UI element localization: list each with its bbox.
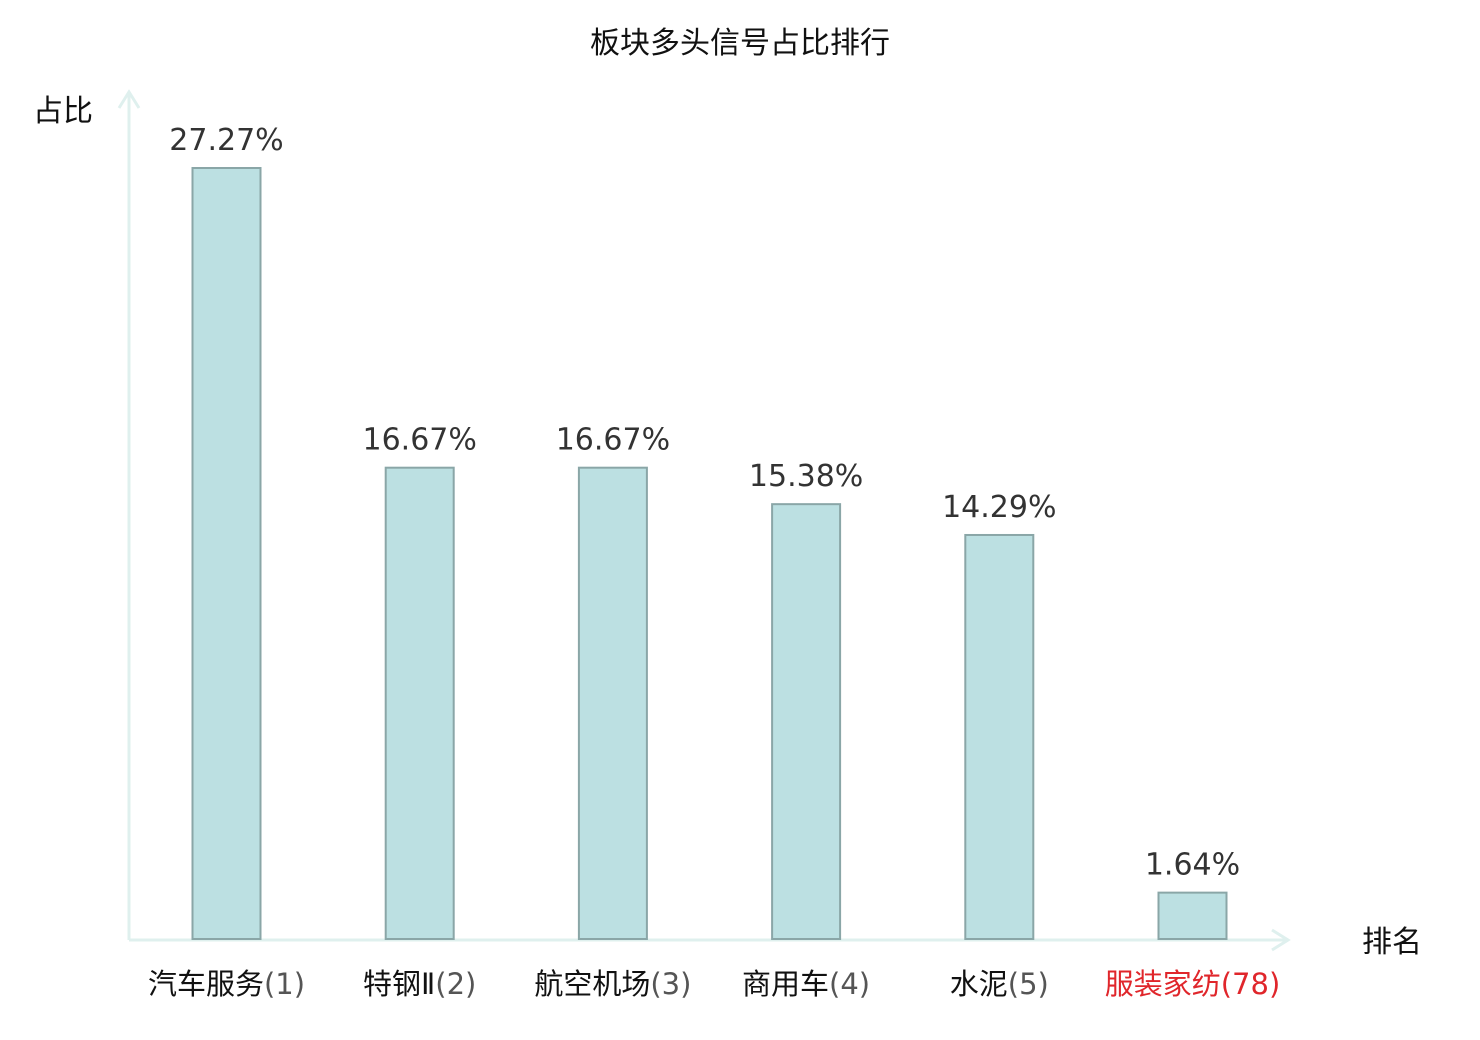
category-rank: (78)	[1221, 967, 1281, 1001]
category-rank: (4)	[829, 967, 870, 1001]
category-name: 水泥	[950, 967, 1008, 1001]
category-rank: (2)	[435, 967, 476, 1001]
category-label: 特钢Ⅱ(2)	[363, 967, 476, 1001]
bar	[771, 503, 842, 940]
value-label: 16.67%	[363, 423, 477, 458]
category-name: 服装家纺	[1105, 967, 1221, 1001]
y-axis-label: 占比	[33, 94, 93, 129]
bar	[577, 466, 648, 940]
value-label: 16.67%	[556, 423, 670, 458]
category-label: 水泥(5)	[950, 967, 1049, 1001]
category-rank: (5)	[1008, 967, 1049, 1001]
value-label: 15.38%	[749, 459, 863, 494]
value-labels-group: 27.27% 16.67% 16.67% 15.38% 14.29% 1.64%	[169, 123, 1240, 883]
category-name: 汽车服务	[148, 967, 264, 1001]
x-axis-arrow-icon	[1271, 928, 1291, 952]
axes	[117, 89, 1291, 952]
x-axis-label: 排名	[1362, 925, 1422, 960]
category-label: 服装家纺(78)	[1105, 967, 1281, 1001]
category-label: 汽车服务(1)	[148, 967, 305, 1001]
category-label: 商用车(4)	[742, 967, 870, 1001]
value-label: 14.29%	[942, 490, 1056, 525]
value-label: 1.64%	[1145, 848, 1240, 883]
bar	[384, 466, 455, 940]
value-label: 27.27%	[169, 123, 283, 158]
category-labels-group: 汽车服务(1) 特钢Ⅱ(2) 航空机场(3) 商用车(4) 水泥(5) 服装家纺(78)	[148, 967, 1280, 1001]
bar	[191, 167, 262, 940]
category-name: 航空机场	[534, 967, 650, 1001]
category-name: 特钢Ⅱ	[363, 967, 435, 1001]
category-rank: (1)	[264, 967, 305, 1001]
y-axis-arrow-icon	[117, 89, 141, 109]
category-name: 商用车	[742, 967, 829, 1001]
bars-group	[191, 167, 1228, 941]
bar	[964, 533, 1035, 941]
bar	[1157, 891, 1228, 941]
category-rank: (3)	[650, 967, 691, 1001]
chart-title: 板块多头信号占比排行	[590, 26, 890, 61]
category-label: 航空机场(3)	[534, 967, 691, 1001]
